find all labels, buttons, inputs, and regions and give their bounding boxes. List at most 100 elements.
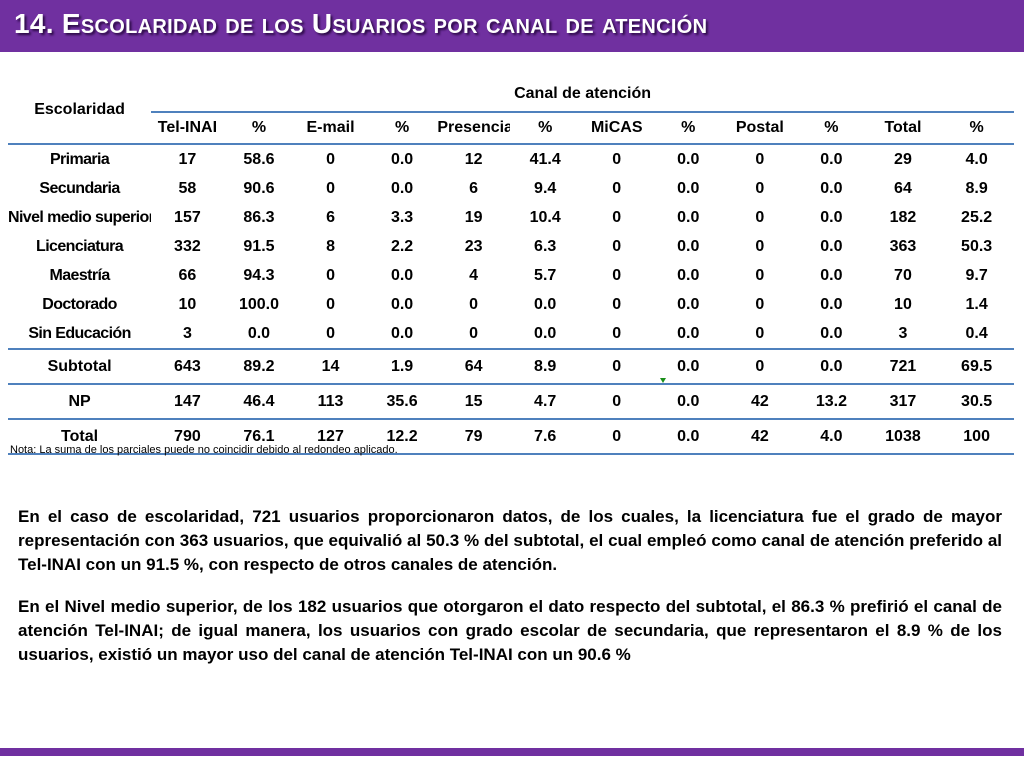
summary-cell: 13.2 xyxy=(796,384,867,420)
page-title: 14. Escolaridad de los Usuarios por cana… xyxy=(14,8,708,39)
table-cell: 0.0 xyxy=(390,266,414,284)
column-header: Postal xyxy=(723,112,797,145)
table-cell: 6 xyxy=(326,208,335,226)
table-cell: 0.0 xyxy=(677,208,700,226)
table-cell: 5.7 xyxy=(534,266,557,284)
table-cell: 29 xyxy=(894,150,912,168)
summary-cell: 42 xyxy=(723,419,797,455)
green-corner-marker xyxy=(660,378,666,383)
summary-cell: 76.1 xyxy=(223,419,295,455)
row-label: Maestría xyxy=(49,266,111,284)
row-label: Secundaria xyxy=(39,179,120,197)
row-label: Sin Educación xyxy=(28,324,131,342)
column-header: Presencial xyxy=(437,112,510,145)
table-cell: 4 xyxy=(469,266,479,284)
summary-text: En el caso de escolaridad, 721 usuarios … xyxy=(18,505,1002,685)
paragraph-2: En el Nivel medio superior, de los 182 u… xyxy=(18,597,1002,664)
summary-cell: 79 xyxy=(437,419,510,455)
table-cell: 90.6 xyxy=(243,179,275,197)
summary-cell: 0 xyxy=(580,348,654,385)
table-cell: 91.5 xyxy=(243,237,275,255)
summary-cell: 46.4 xyxy=(223,384,295,420)
table-cell: 0 xyxy=(612,324,622,342)
column-header: MiCAS xyxy=(580,112,654,145)
table-cell: 0.0 xyxy=(390,324,414,342)
table-cell: 3.3 xyxy=(390,208,414,226)
table-cell: 0 xyxy=(755,266,765,284)
table-cell: 0.0 xyxy=(820,324,843,342)
summary-cell: 147 xyxy=(151,384,224,420)
table-cell: 9.4 xyxy=(534,179,557,197)
table-cell: 0 xyxy=(612,208,622,226)
summary-cell: 42 xyxy=(723,384,797,420)
column-header: % xyxy=(939,112,1014,145)
table-cell: 58 xyxy=(178,179,197,197)
table-cell: 3 xyxy=(182,324,192,342)
table-cell: 12 xyxy=(464,150,483,168)
summary-cell: 12.2 xyxy=(366,419,438,455)
summary-cell: 0 xyxy=(580,384,654,420)
group-header-canal: Canal de atención xyxy=(151,77,1014,113)
column-header: % xyxy=(509,112,581,145)
summary-cell: 113 xyxy=(294,384,367,420)
table-cell: 0.0 xyxy=(247,324,271,342)
table-cell: 6.3 xyxy=(534,237,557,255)
summary-cell: 0 xyxy=(580,419,654,455)
table-cell: 100.0 xyxy=(238,295,279,313)
summary-row-label: Total xyxy=(8,419,152,455)
table-cell: 0.0 xyxy=(677,324,700,342)
row-label: Doctorado xyxy=(42,295,117,313)
table-cell: 363 xyxy=(889,237,917,255)
schooling-by-channel-table: Escolaridad Canal de atención Tel-INAI% E… xyxy=(8,77,1014,455)
summary-cell: 1038 xyxy=(866,419,940,455)
table-row: Licenciatura 332 91.5 8 2.2 23 6.3 0 0.0 0 0.0 363 5… xyxy=(8,232,1014,261)
table-cell: 182 xyxy=(889,208,917,226)
table-cell: 3 xyxy=(898,324,908,342)
table-cell: 0 xyxy=(612,150,622,168)
table-cell: 64 xyxy=(894,179,912,197)
table-cell: 332 xyxy=(174,237,201,255)
table-cell: 0 xyxy=(612,237,622,255)
column-header: % xyxy=(796,112,867,145)
table-cell: 6 xyxy=(469,179,479,197)
summary-cell: 721 xyxy=(866,348,940,385)
table-cell: 0 xyxy=(326,295,335,313)
table-cell: 58.6 xyxy=(243,150,275,168)
summary-cell: 4.0 xyxy=(796,419,867,455)
summary-cell: 64 xyxy=(437,348,510,385)
table-cell: 0 xyxy=(326,179,335,197)
paragraph-1: En el caso de escolaridad, 721 usuarios … xyxy=(18,507,1002,574)
table-cell: 50.3 xyxy=(961,237,993,255)
summary-row: NP 147 46.4 113 35.6 15 4.7 0 0.0 42 13.2 317 30.5 xyxy=(8,384,1014,420)
table-cell: 2.2 xyxy=(390,237,414,255)
column-header: % xyxy=(366,112,438,145)
table-cell: 0.0 xyxy=(677,150,700,168)
table-cell: 157 xyxy=(174,208,201,226)
table-cell: 0 xyxy=(755,295,765,313)
summary-cell: 15 xyxy=(437,384,510,420)
row-label: Licenciatura xyxy=(36,237,124,255)
table-cell: 4.0 xyxy=(965,150,988,168)
table-cell: 94.3 xyxy=(243,266,275,284)
table-cell: 0 xyxy=(469,324,479,342)
table-cell: 0.0 xyxy=(390,295,414,313)
table-cell: 0.0 xyxy=(677,266,700,284)
summary-row: Subtotal 643 89.2 14 1.9 64 8.9 0 0.0 0 0.0 721 69.5 xyxy=(8,348,1014,385)
column-header: E-mail xyxy=(294,112,367,145)
table-cell: 1.4 xyxy=(965,295,988,313)
summary-cell: 0.0 xyxy=(653,348,724,385)
summary-cell: 0.0 xyxy=(653,384,724,420)
table-cell: 19 xyxy=(464,208,483,226)
table-cell: 66 xyxy=(178,266,197,284)
table-cell: 25.2 xyxy=(961,208,993,226)
table-row: Secundaria 58 90.6 0 0.0 6 9.4 0 0.0 0 0.0 64 8.9 xyxy=(8,174,1014,203)
title-bar: 14. Escolaridad de los Usuarios por cana… xyxy=(0,0,1024,52)
table-cell: 0 xyxy=(755,324,765,342)
row-label: Nivel medio superior xyxy=(8,208,152,226)
summary-row-label: NP xyxy=(8,384,152,420)
row-header-escolaridad: Escolaridad xyxy=(8,77,152,145)
table-row: Sin Educación 3 0.0 0 0.0 0 0.0 0 0.0 0 0.0 3 0.4 xyxy=(8,319,1014,349)
table-cell: 10.4 xyxy=(529,208,561,226)
table-cell: 0.0 xyxy=(677,295,700,313)
table-cell: 0 xyxy=(755,208,765,226)
